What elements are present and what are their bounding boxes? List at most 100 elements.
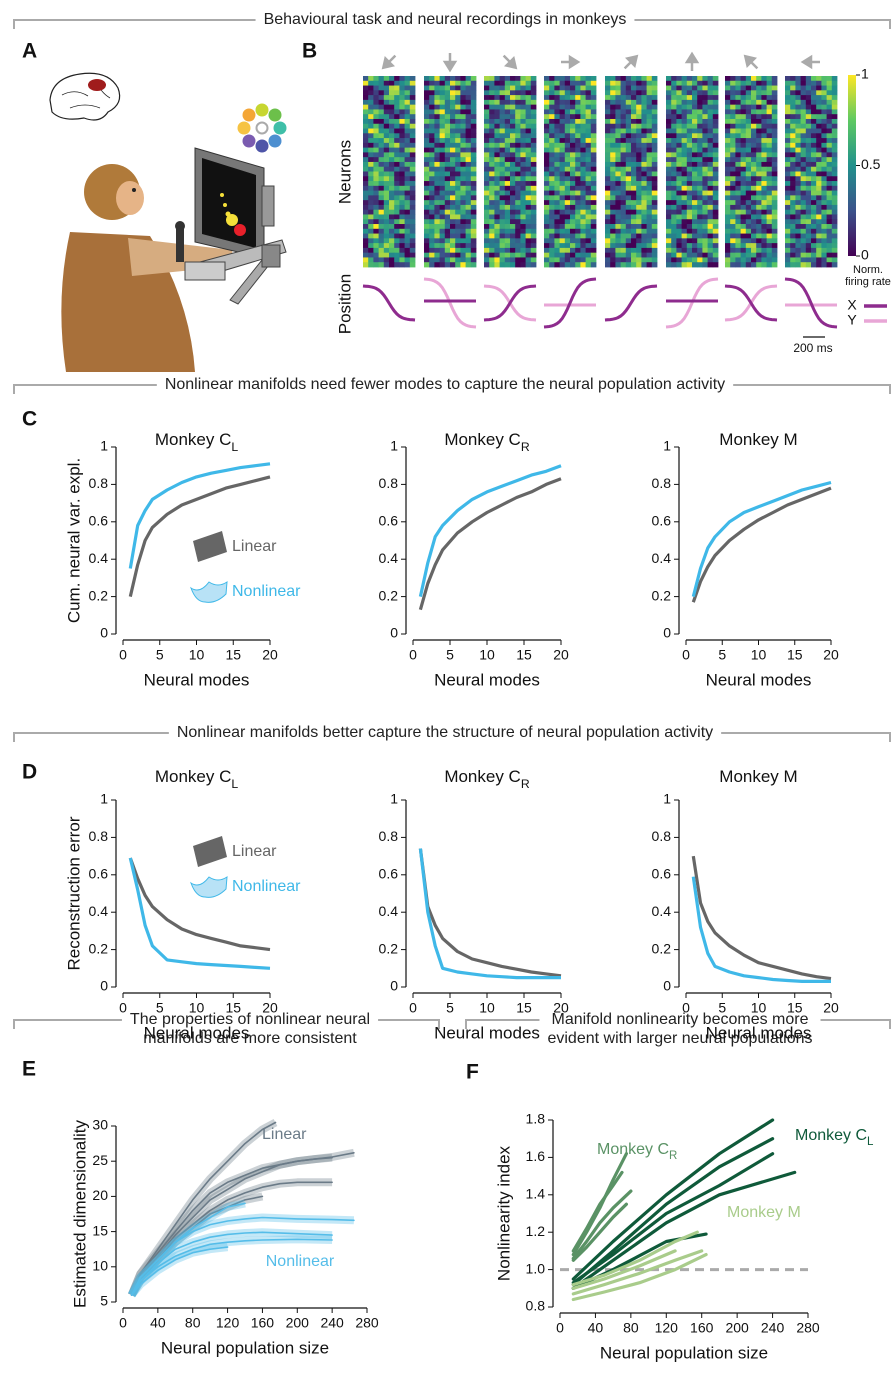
heatmap-cell — [682, 90, 688, 95]
heatmap-cell — [631, 76, 637, 81]
x-tick-label: 10 — [479, 1000, 495, 1016]
heatmap-cell — [725, 138, 731, 143]
heatmap-cell — [394, 114, 400, 119]
heatmap-cell — [531, 133, 537, 138]
direction-arrow — [380, 52, 399, 71]
heatmap-cell — [554, 262, 560, 267]
heatmap-cell — [605, 257, 611, 262]
heatmap-cell — [429, 76, 435, 81]
y-tick-label: 0.2 — [89, 940, 109, 956]
heatmap-cell — [399, 81, 405, 86]
heatmap-cell — [565, 167, 571, 172]
heatmap-cell — [827, 133, 833, 138]
heatmap-cell — [631, 129, 637, 134]
heatmap-cell — [772, 138, 778, 143]
heatmap-cell — [801, 167, 807, 172]
heatmap-cell — [531, 129, 537, 134]
heatmap-cell — [671, 195, 677, 200]
heatmap-cell — [554, 133, 560, 138]
heatmap-cell — [384, 148, 390, 153]
heatmap-cell — [615, 105, 621, 110]
heatmap-cell — [676, 229, 682, 234]
heatmap-cell — [450, 176, 456, 181]
heatmap-cell — [832, 143, 838, 148]
heatmap-cell — [730, 148, 736, 153]
heatmap-cell — [811, 81, 817, 86]
heatmap-cell — [761, 129, 767, 134]
heatmap-cell — [708, 191, 714, 196]
heatmap-cell — [647, 234, 653, 239]
panel-label: C — [22, 408, 37, 431]
heatmap-cell — [570, 172, 576, 177]
heatmap-cell — [725, 248, 731, 253]
heatmap-cell — [471, 214, 477, 219]
heatmap-cell — [460, 243, 466, 248]
heatmap-cell — [676, 186, 682, 191]
heatmap-cell — [751, 257, 757, 262]
colorbar-label: firing rate — [845, 276, 891, 288]
heatmap-cell — [373, 181, 379, 186]
heatmap-cell — [373, 234, 379, 239]
heatmap-cell — [751, 262, 757, 267]
heatmap-cell — [440, 205, 446, 210]
heatmap-cell — [591, 119, 597, 124]
heatmap-cell — [702, 95, 708, 100]
heatmap-cell — [549, 238, 555, 243]
heatmap-cell — [647, 181, 653, 186]
heatmap-cell — [641, 172, 647, 177]
heatmap-cell — [580, 238, 586, 243]
heatmap-cell — [505, 138, 511, 143]
heatmap-cell — [687, 176, 693, 181]
heatmap-cell — [373, 176, 379, 181]
heatmap-cell — [811, 86, 817, 91]
heatmap-cell — [368, 114, 374, 119]
heatmap-cell — [605, 224, 611, 229]
heatmap-cell — [450, 81, 456, 86]
heatmap-cell — [489, 157, 495, 162]
heatmap-cell — [560, 224, 566, 229]
heatmap-cell — [394, 129, 400, 134]
heatmap-cell — [389, 86, 395, 91]
heatmap-cell — [484, 100, 490, 105]
heatmap-cell — [450, 262, 456, 267]
heatmap-cell — [708, 167, 714, 172]
heatmap-cell — [363, 219, 369, 224]
chart-title-sub: L — [231, 440, 238, 454]
heatmap-cell — [389, 76, 395, 81]
heatmap-cell — [440, 195, 446, 200]
heatmap-cell — [510, 248, 516, 253]
heatmap-cell — [795, 224, 801, 229]
heatmap-cell — [429, 105, 435, 110]
heatmap-cell — [405, 100, 411, 105]
heatmap-cell — [610, 138, 616, 143]
chart-title-sub: L — [231, 777, 238, 791]
heatmap-cell — [790, 224, 796, 229]
heatmap-cell — [790, 100, 796, 105]
heatmap-cell — [713, 119, 719, 124]
heatmap-cell — [565, 109, 571, 114]
heatmap-cell — [772, 214, 778, 219]
heatmap-cell — [666, 195, 672, 200]
heatmap-cell — [708, 195, 714, 200]
heatmap-cell — [520, 219, 526, 224]
heatmap-cell — [505, 248, 511, 253]
heatmap-cell — [520, 119, 526, 124]
heatmap-cell — [636, 253, 642, 258]
heatmap-cell — [761, 219, 767, 224]
heatmap-cell — [450, 186, 456, 191]
heatmap-cell — [761, 105, 767, 110]
heatmap-cell — [554, 186, 560, 191]
heatmap-cell — [410, 210, 416, 215]
x-tick-label: 40 — [588, 1320, 604, 1336]
heatmap-cell — [510, 129, 516, 134]
heatmap-cell — [455, 119, 461, 124]
heatmap-cell — [494, 200, 500, 205]
heatmap-cell — [373, 229, 379, 234]
heatmap-cell — [424, 186, 430, 191]
heatmap-cell — [725, 167, 731, 172]
heatmap-cell — [489, 176, 495, 181]
heatmap-cell — [666, 248, 672, 253]
heatmap-cell — [697, 133, 703, 138]
heatmap-cell — [384, 152, 390, 157]
heatmap-cell — [494, 114, 500, 119]
